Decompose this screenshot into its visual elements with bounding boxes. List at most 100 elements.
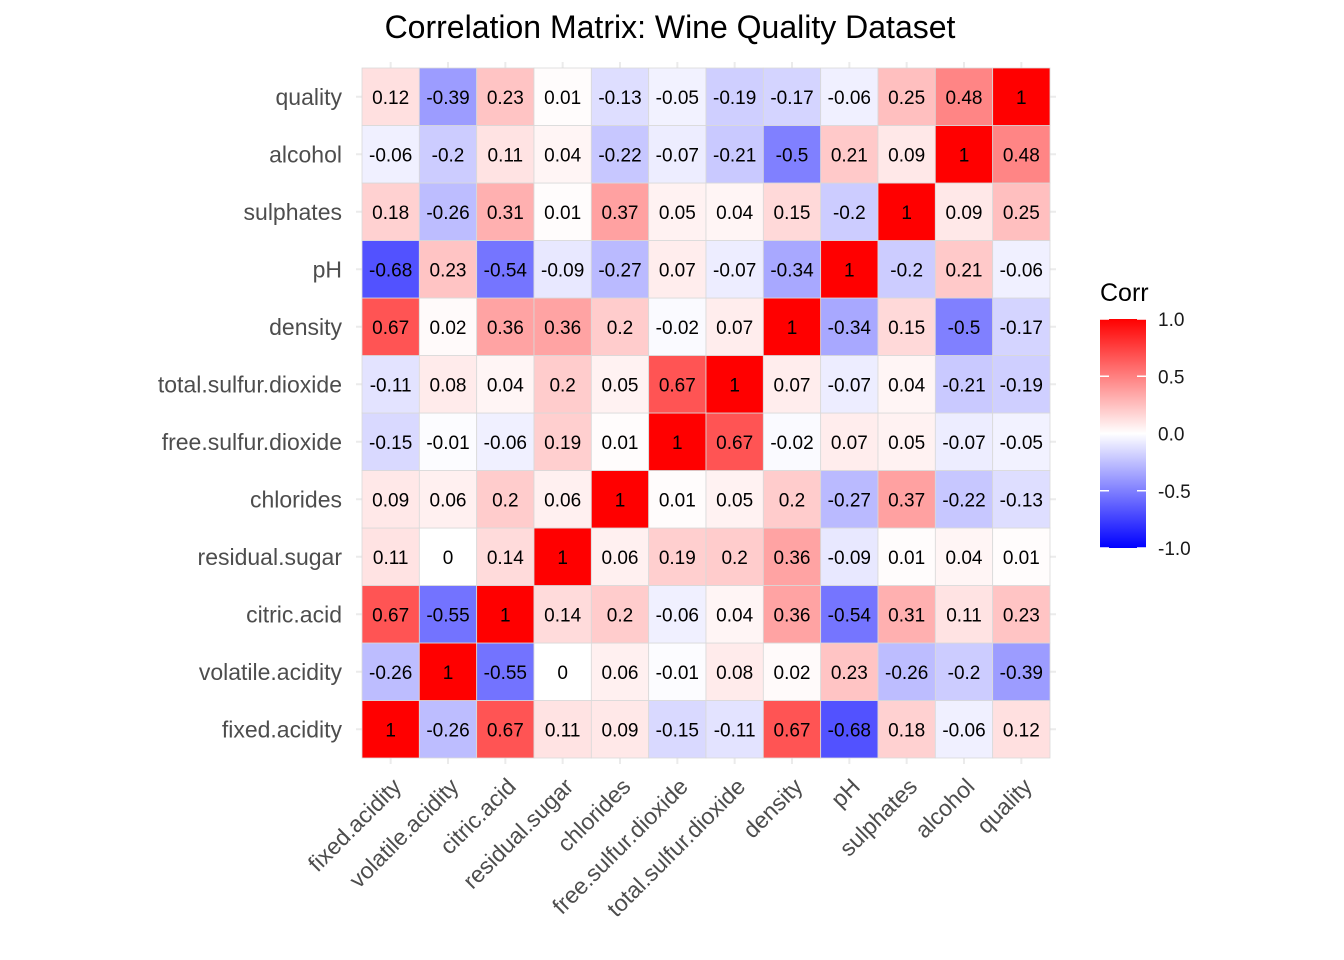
cell-value-label: -0.07 <box>656 145 699 166</box>
cell-value-label: 0.21 <box>831 145 868 166</box>
cell-value-label: 0.36 <box>487 318 524 339</box>
cell-value-label: 0.18 <box>372 203 409 224</box>
cell-value-label: 0.11 <box>488 145 524 166</box>
cell-value-label: 1 <box>500 605 511 626</box>
heatmap-cell <box>820 700 879 759</box>
heatmap-cell <box>820 527 879 586</box>
heatmap-cell <box>705 125 764 184</box>
heatmap-cell <box>590 700 650 759</box>
cell-value-label: 0.05 <box>716 490 753 511</box>
cell-value-label: -0.06 <box>828 88 871 109</box>
cell-value-label: -0.07 <box>942 433 985 454</box>
heatmap-cell <box>705 297 764 356</box>
cell-value-label: -0.54 <box>484 260 528 281</box>
heatmap-cell <box>934 297 994 356</box>
heatmap-cell <box>648 527 707 586</box>
heatmap-cell <box>590 182 650 241</box>
heatmap-cell <box>590 240 650 299</box>
heatmap-cell <box>418 67 478 126</box>
cell-value-label: -0.11 <box>370 375 412 396</box>
cell-value-label: -0.27 <box>828 490 871 511</box>
y-tick-label: free.sulfur.dioxide <box>162 429 342 455</box>
cell-value-label: 0.67 <box>487 720 524 741</box>
y-tick-label: quality <box>276 84 343 110</box>
heatmap-cell <box>992 240 1051 299</box>
heatmap-cell <box>934 470 994 529</box>
heatmap-cell <box>877 297 936 356</box>
cell-value-label: -0.15 <box>369 433 412 454</box>
heatmap-cell <box>705 527 764 586</box>
cell-value-label: 0.2 <box>549 375 575 396</box>
cell-value-label: -0.55 <box>484 663 527 684</box>
cell-value-label: -0.13 <box>598 88 641 109</box>
heatmap-cell <box>476 125 535 184</box>
cell-value-label: 0.36 <box>774 548 811 569</box>
heatmap-cell <box>992 67 1051 126</box>
heatmap-cell <box>418 642 478 701</box>
cell-value-label: 0.07 <box>716 318 753 339</box>
cell-value-label: 0.06 <box>544 490 581 511</box>
cell-value-label: 0.19 <box>659 548 696 569</box>
heatmap-cell <box>934 700 994 759</box>
cell-value-label: -0.06 <box>656 605 699 626</box>
heatmap-cell <box>590 355 650 414</box>
cell-value-label: -0.06 <box>1000 260 1043 281</box>
cell-value-label: 0.23 <box>487 88 524 109</box>
heatmap-cell <box>648 355 707 414</box>
heatmap-cell <box>934 527 994 586</box>
cell-value-label: 0.04 <box>946 548 983 569</box>
heatmap-cell <box>418 355 478 414</box>
cell-value-label: 0.14 <box>487 548 524 569</box>
cell-value-label: -0.21 <box>942 375 985 396</box>
y-tick-label: alcohol <box>269 141 342 167</box>
cell-value-label: 0.37 <box>602 203 639 224</box>
legend-ticks: 1.0 0.5 0.0 -0.5 -1.0 <box>1100 310 1191 560</box>
heatmap-cell <box>533 412 592 471</box>
heatmap-cell <box>934 355 994 414</box>
heatmap-cell <box>705 240 764 299</box>
heatmap-cell <box>762 355 822 414</box>
heatmap-cell <box>361 297 420 356</box>
heatmap-cell <box>762 182 822 241</box>
heatmap-cell <box>476 470 535 529</box>
cell-value-label: 0.09 <box>888 145 925 166</box>
heatmap-cell <box>418 125 478 184</box>
heatmap-cell <box>590 412 650 471</box>
heatmap-cell <box>992 585 1051 644</box>
cell-value-label: 0.01 <box>602 433 639 454</box>
heatmap-cell <box>992 642 1051 701</box>
cell-value-label: 0.02 <box>430 318 467 339</box>
y-tick-label: fixed.acidity <box>222 716 343 742</box>
cell-value-label: 0.06 <box>430 490 467 511</box>
heatmap-cell <box>590 642 650 701</box>
heatmap-cell <box>476 642 535 701</box>
heatmap-cell <box>533 355 592 414</box>
heatmap-cell <box>361 125 420 184</box>
cell-value-label: 0.07 <box>831 433 868 454</box>
heatmap-cell <box>648 125 707 184</box>
cell-value-label: -0.07 <box>828 375 871 396</box>
cell-value-label: -0.06 <box>942 720 985 741</box>
cell-value-label: 0.01 <box>544 203 581 224</box>
cell-value-label: 1 <box>1016 88 1027 109</box>
cell-value-label: 0.2 <box>721 548 747 569</box>
cell-value-label: 1 <box>672 433 683 454</box>
heatmap-cell <box>533 67 592 126</box>
heatmap-cell <box>418 470 478 529</box>
cell-value-label: 1 <box>443 663 454 684</box>
cell-value-label: 0.23 <box>831 663 868 684</box>
heatmap-cell <box>476 700 535 759</box>
cell-value-label: 0.67 <box>774 720 811 741</box>
heatmap-cell <box>820 67 879 126</box>
chart-title: Correlation Matrix: Wine Quality Dataset <box>385 9 956 45</box>
heatmap-cell <box>533 182 592 241</box>
cell-value-label: 0.04 <box>716 605 753 626</box>
heatmap-cell <box>476 355 535 414</box>
heatmap-cell <box>762 412 822 471</box>
cell-value-label: -0.01 <box>656 663 699 684</box>
cell-value-label: -0.09 <box>828 548 871 569</box>
cell-value-label: 0.19 <box>544 433 581 454</box>
heatmap-cell <box>820 125 879 184</box>
legend-tick-label: 1.0 <box>1158 310 1184 331</box>
cell-value-label: -0.22 <box>598 145 641 166</box>
